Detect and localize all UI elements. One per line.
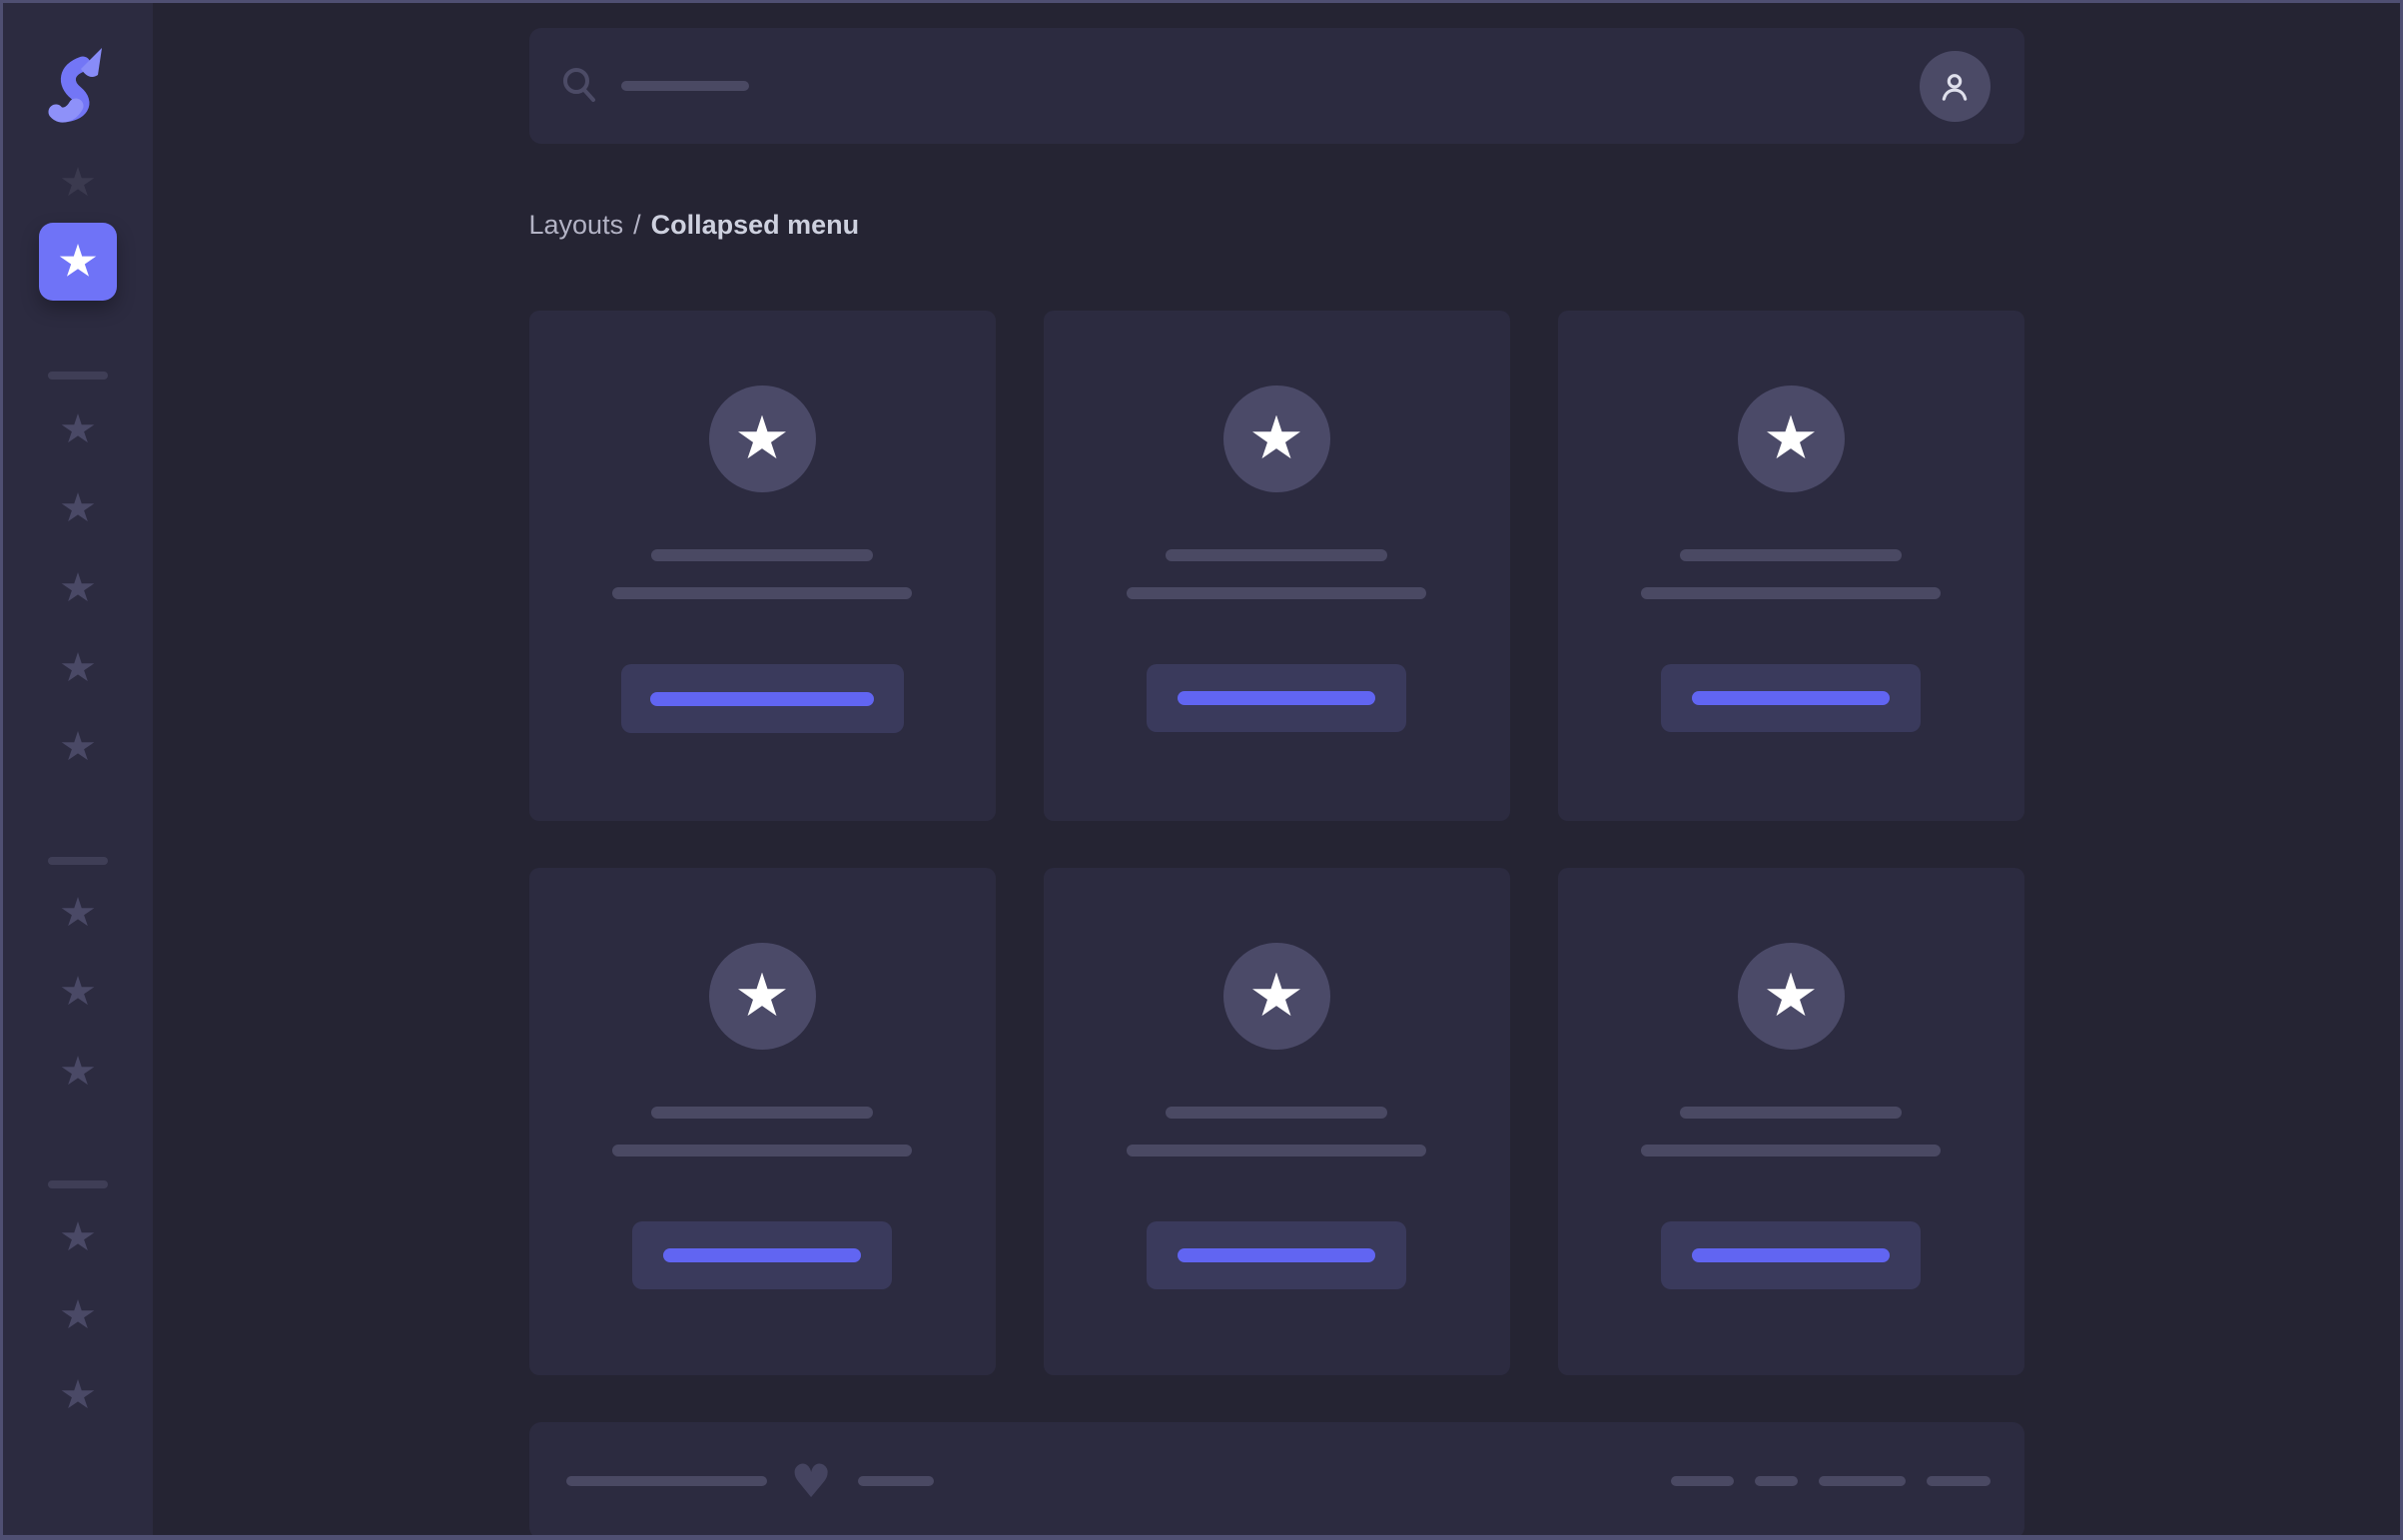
sidebar-item-star[interactable] (61, 1056, 95, 1086)
sidebar-divider (48, 1180, 108, 1188)
heart-icon: ♥ (790, 1453, 832, 1508)
sidebar-collapsed (3, 3, 153, 1535)
search-placeholder-line (620, 81, 749, 91)
button-skeleton-line (663, 1248, 861, 1262)
placeholder-card (1557, 868, 2024, 1375)
breadcrumb-current: Collapsed menu (650, 210, 860, 240)
card-skeleton-line-2 (1641, 587, 1941, 599)
card-action-button[interactable] (632, 1221, 892, 1289)
sidebar-item-star[interactable] (61, 1221, 95, 1251)
shuffle-logo-icon (48, 48, 102, 123)
content-column: Layouts / Collapsed menu (528, 28, 2024, 1535)
placeholder-card (1557, 311, 2024, 821)
footer-bar: ♥ (528, 1422, 2024, 1535)
card-grid (528, 311, 2024, 1375)
card-skeleton-line-2 (612, 587, 912, 599)
sidebar-item-star[interactable] (61, 976, 95, 1006)
card-avatar-circle (708, 943, 816, 1050)
card-skeleton-line-1 (1680, 1107, 1902, 1119)
card-avatar-circle (1222, 385, 1330, 492)
card-skeleton-line-1 (1166, 1107, 1387, 1119)
placeholder-card (1043, 868, 1510, 1375)
button-skeleton-line (1692, 1248, 1890, 1262)
card-action-button[interactable] (1661, 1221, 1921, 1289)
footer-dash (1818, 1475, 1906, 1486)
footer-link-dashes (1670, 1475, 1991, 1486)
card-avatar-circle (1737, 385, 1845, 492)
breadcrumb-separator: / (633, 210, 641, 240)
card-action-button[interactable] (1147, 664, 1406, 732)
card-action-button[interactable] (1661, 664, 1921, 732)
card-skeleton-line-2 (612, 1145, 912, 1156)
button-skeleton-line (1178, 1248, 1375, 1262)
sidebar-divider (48, 857, 108, 865)
star-icon (59, 244, 97, 277)
card-action-button[interactable] (1147, 1221, 1406, 1289)
search-icon (562, 68, 595, 102)
footer-dash (1754, 1475, 1798, 1486)
user-avatar-button[interactable] (1919, 51, 1991, 122)
footer-skeleton-line-2 (857, 1475, 934, 1486)
person-icon (1942, 73, 1968, 101)
card-skeleton-line-1 (651, 549, 873, 561)
sidebar-item-star[interactable] (61, 897, 95, 927)
card-skeleton-line-1 (651, 1107, 873, 1119)
sidebar-item-star[interactable] (61, 652, 95, 682)
sidebar-item-star[interactable] (61, 572, 95, 602)
card-skeleton-line-2 (1127, 1145, 1426, 1156)
card-avatar-circle (708, 385, 816, 492)
footer-skeleton-line-1 (565, 1475, 767, 1486)
star-icon (1767, 972, 1815, 1017)
star-icon (1252, 972, 1300, 1017)
card-action-button[interactable] (620, 664, 904, 733)
sidebar-item-star[interactable] (61, 731, 95, 761)
footer-dash (1926, 1475, 1991, 1486)
sidebar-item-star[interactable] (61, 1299, 95, 1329)
breadcrumb: Layouts / Collapsed menu (529, 206, 2024, 244)
placeholder-card (528, 868, 996, 1375)
card-skeleton-line-2 (1641, 1145, 1941, 1156)
button-skeleton-line (1692, 691, 1890, 705)
sidebar-item-star[interactable] (61, 413, 95, 443)
button-skeleton-line (650, 691, 874, 706)
placeholder-card (528, 311, 996, 821)
sidebar-item-star-muted[interactable] (61, 167, 95, 197)
button-skeleton-line (1178, 691, 1375, 705)
main-content: Layouts / Collapsed menu (153, 3, 2400, 1535)
app-logo[interactable] (47, 43, 109, 131)
star-icon (1767, 414, 1815, 459)
star-icon (738, 972, 786, 1017)
star-icon (1252, 414, 1300, 459)
footer-dash (1670, 1475, 1734, 1486)
sidebar-divider (48, 372, 108, 380)
sidebar-item-star[interactable] (61, 492, 95, 522)
card-skeleton-line-1 (1166, 549, 1387, 561)
placeholder-card (1043, 311, 1510, 821)
breadcrumb-parent-link[interactable]: Layouts (528, 210, 624, 240)
sidebar-item-star-active[interactable] (39, 223, 117, 301)
card-avatar-circle (1222, 943, 1330, 1050)
card-avatar-circle (1737, 943, 1845, 1050)
search-bar[interactable] (528, 28, 2024, 144)
sidebar-item-star[interactable] (61, 1379, 95, 1409)
star-icon (738, 414, 786, 459)
card-skeleton-line-2 (1127, 587, 1426, 599)
card-skeleton-line-1 (1680, 549, 1902, 561)
